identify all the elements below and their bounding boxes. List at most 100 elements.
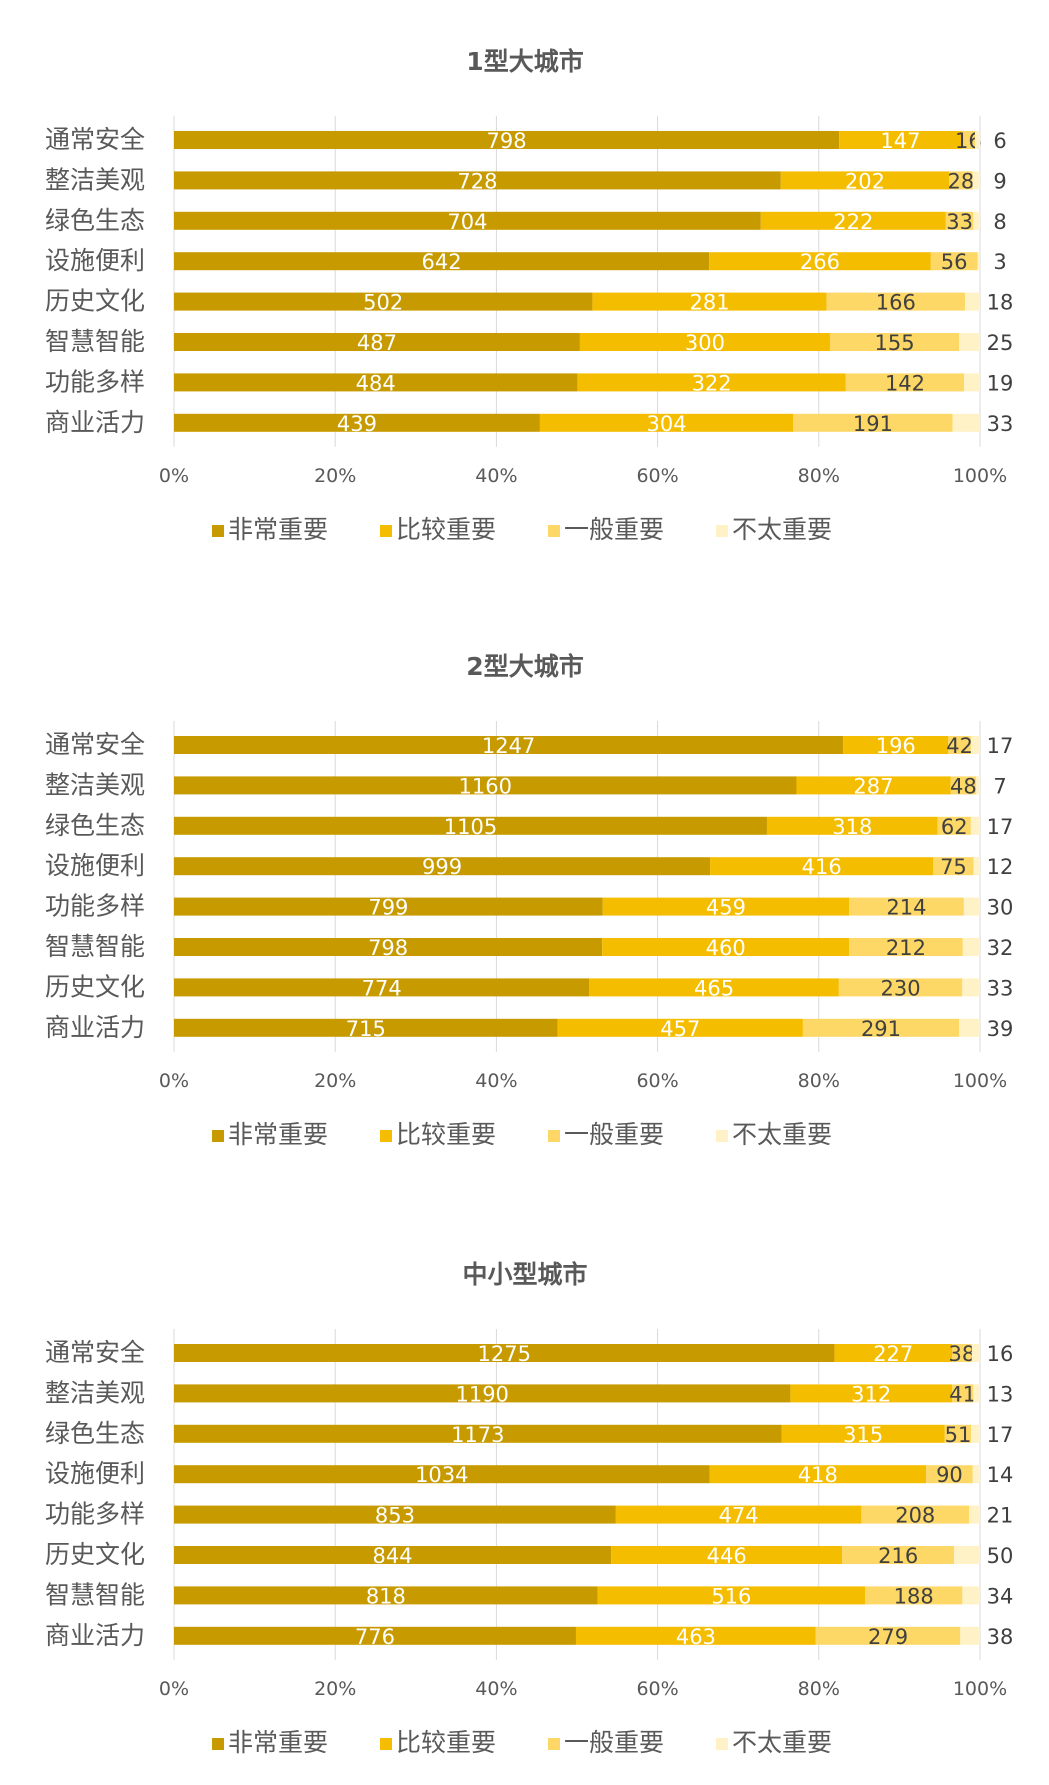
bar-segment <box>174 131 840 149</box>
data-label: 17 <box>987 734 1014 758</box>
category-label: 绿色生态 <box>45 811 145 840</box>
category-label: 商业活力 <box>45 408 145 437</box>
bar-segment <box>843 736 949 754</box>
data-label: 463 <box>676 1625 716 1649</box>
data-label: 6 <box>993 129 1006 153</box>
legend-label: 不太重要 <box>732 1120 832 1149</box>
data-label: 48 <box>950 774 977 798</box>
bar-segment <box>973 857 980 876</box>
legend-label: 非常重要 <box>228 1120 328 1149</box>
x-tick-label: 40% <box>475 465 517 487</box>
x-tick-label: 100% <box>953 465 1007 487</box>
bar-segment <box>602 938 850 956</box>
bar-segment <box>933 857 974 876</box>
data-label: 188 <box>894 1584 934 1608</box>
data-label: 1275 <box>477 1342 530 1366</box>
bar-segment <box>849 897 964 916</box>
x-tick-label: 60% <box>636 465 678 487</box>
legend-label: 比较重要 <box>396 515 496 544</box>
category-label: 智慧智能 <box>45 1580 145 1609</box>
bar-segment <box>174 413 540 432</box>
data-label: 51 <box>945 1423 972 1447</box>
data-label: 774 <box>362 976 402 1000</box>
bar-segment <box>973 1384 980 1403</box>
data-label: 266 <box>800 250 840 274</box>
bar-segment <box>972 171 980 190</box>
bar-segment <box>174 1586 598 1605</box>
bar-segment <box>174 816 767 835</box>
x-tick-label: 80% <box>798 1070 840 1092</box>
data-label: 502 <box>363 291 403 315</box>
bar-segment <box>952 413 980 432</box>
bar-segment <box>611 1546 843 1564</box>
data-label: 25 <box>987 331 1014 355</box>
data-label: 8 <box>993 210 1006 234</box>
data-label: 704 <box>447 210 487 234</box>
legend-label: 一般重要 <box>564 515 664 544</box>
legend-swatch <box>380 1130 392 1142</box>
data-label: 191 <box>853 412 893 436</box>
x-tick-label: 20% <box>314 465 356 487</box>
bar-segment <box>949 171 973 190</box>
data-label: 33 <box>946 210 973 234</box>
legend-swatch <box>548 525 560 537</box>
data-label: 1160 <box>459 774 512 798</box>
data-label: 715 <box>346 1017 386 1041</box>
data-label: 853 <box>375 1504 415 1528</box>
data-label: 16 <box>987 1342 1014 1366</box>
data-label: 142 <box>885 371 925 395</box>
bar-segment <box>802 1018 960 1037</box>
bar-segment <box>589 978 839 997</box>
data-label: 798 <box>487 129 527 153</box>
data-label: 798 <box>368 936 408 960</box>
data-label: 474 <box>719 1504 759 1528</box>
bar-segment <box>964 373 980 392</box>
data-label: 42 <box>946 734 973 758</box>
data-label: 304 <box>647 412 687 436</box>
bar-segment <box>865 1586 963 1605</box>
bar-segment <box>977 252 980 271</box>
bar-segment <box>174 1018 558 1037</box>
bar-segment <box>539 413 794 432</box>
data-label: 166 <box>876 291 916 315</box>
bar-segment <box>174 1546 612 1564</box>
x-tick-label: 80% <box>798 1678 840 1700</box>
x-tick-label: 100% <box>953 1070 1007 1092</box>
bar-segment <box>945 211 974 230</box>
data-label: 17 <box>987 815 1014 839</box>
bar-segment <box>937 816 971 835</box>
chart-panel-3: 中小型城市 0% 20% 40% 60% 80% 100% 通常安全 1275 227 38 16 整洁… <box>45 1260 1013 1757</box>
bar-segment <box>760 211 946 230</box>
data-label: 227 <box>873 1342 913 1366</box>
bar-segment <box>174 373 578 392</box>
bar-segment <box>174 857 711 876</box>
bar-segment <box>174 171 781 190</box>
bar-segment <box>972 1465 980 1484</box>
data-label: 212 <box>886 936 926 960</box>
category-label: 智慧智能 <box>45 932 145 961</box>
data-label: 21 <box>987 1504 1014 1528</box>
legend-swatch <box>212 1130 224 1142</box>
bar-segment <box>174 292 593 311</box>
category-label: 历史文化 <box>45 287 145 316</box>
bar-segment <box>971 1344 980 1362</box>
category-label: 商业活力 <box>45 1621 145 1650</box>
data-label: 999 <box>422 855 462 879</box>
legend-label: 不太重要 <box>732 515 832 544</box>
bar-segment <box>174 333 580 351</box>
category-label: 商业活力 <box>45 1013 145 1042</box>
legend-label: 一般重要 <box>564 1120 664 1149</box>
data-label: 487 <box>357 331 397 355</box>
data-label: 56 <box>941 250 968 274</box>
bar-segment <box>174 736 844 754</box>
data-label: 318 <box>832 815 872 839</box>
category-label: 历史文化 <box>45 1540 145 1569</box>
bar-segment <box>970 736 980 754</box>
bar-segment <box>709 1465 927 1484</box>
legend-label: 一般重要 <box>564 1728 664 1757</box>
data-label: 33 <box>987 412 1014 436</box>
bar-segment <box>962 1586 980 1605</box>
legend-label: 不太重要 <box>732 1728 832 1757</box>
legend-swatch <box>212 1738 224 1750</box>
data-label: 147 <box>880 129 920 153</box>
